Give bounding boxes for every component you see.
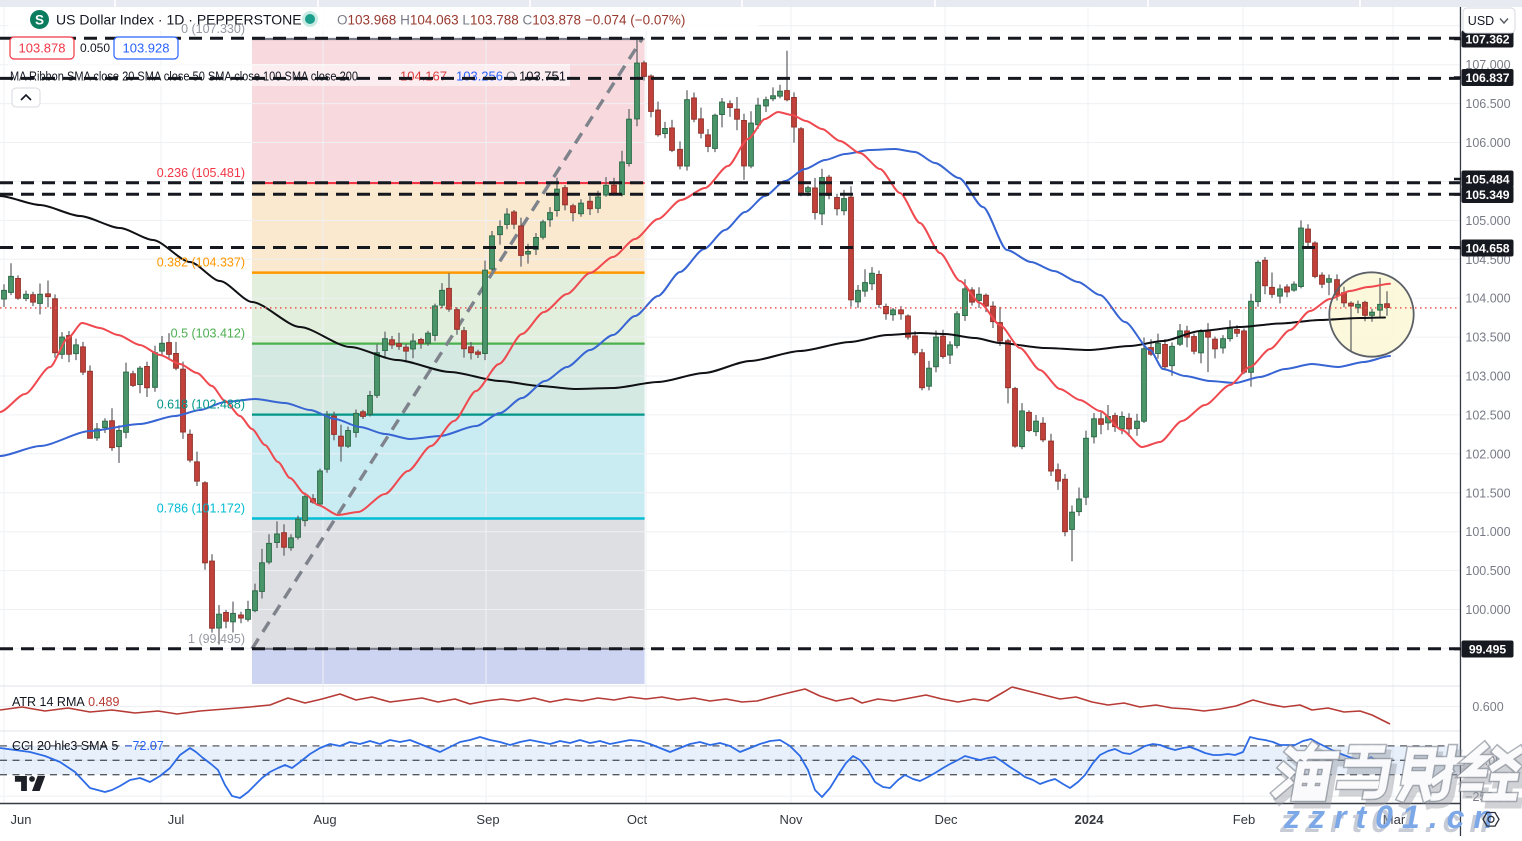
svg-text:O103.968 H104.063 L103.788 C10: O103.968 H104.063 L103.788 C103.878 −0.0… [337, 13, 685, 28]
svg-text:Sep: Sep [476, 812, 499, 827]
svg-text:105.484: 105.484 [1465, 173, 1509, 187]
svg-text:Jul: Jul [168, 812, 185, 827]
svg-text:Dec: Dec [934, 812, 958, 827]
svg-text:107.362: 107.362 [1465, 33, 1509, 47]
svg-text:104.000: 104.000 [1465, 292, 1510, 306]
svg-text:104.658: 104.658 [1465, 242, 1509, 256]
svg-text:1 (99.495): 1 (99.495) [188, 632, 245, 646]
svg-text:Aug: Aug [313, 812, 336, 827]
svg-text:S: S [35, 13, 44, 28]
svg-text:0.5 (103.412): 0.5 (103.412) [171, 327, 245, 341]
svg-text:102.000: 102.000 [1465, 447, 1510, 461]
svg-text:101.000: 101.000 [1465, 525, 1510, 539]
svg-text:103.000: 103.000 [1465, 370, 1510, 384]
svg-text:106.837: 106.837 [1465, 71, 1509, 85]
svg-text:ATR 14 RMA 0.489: ATR 14 RMA 0.489 [12, 695, 120, 709]
svg-text:0.236 (105.481): 0.236 (105.481) [157, 166, 245, 180]
svg-text:Feb: Feb [1233, 812, 1255, 827]
svg-text:MA Ribbon SMA close 20 SMA clo: MA Ribbon SMA close 20 SMA close 50 SMA … [10, 69, 358, 84]
svg-text:0.618 (102.488): 0.618 (102.488) [157, 398, 245, 412]
svg-text:0.050: 0.050 [80, 41, 110, 55]
svg-text:2024: 2024 [1075, 812, 1105, 827]
svg-text:103.500: 103.500 [1465, 331, 1510, 345]
svg-text:105.349: 105.349 [1465, 188, 1509, 202]
svg-text:USD: USD [1468, 14, 1494, 28]
svg-text:103.878: 103.878 [19, 41, 66, 56]
svg-text:0.786 (101.172): 0.786 (101.172) [157, 502, 245, 516]
svg-text:103.928: 103.928 [123, 41, 170, 56]
svg-text:US Dollar Index · 1D · PEPPERS: US Dollar Index · 1D · PEPPERSTONE [56, 12, 302, 28]
svg-text:106.500: 106.500 [1465, 97, 1510, 111]
svg-text:101.500: 101.500 [1465, 486, 1510, 500]
svg-text:Nov: Nov [779, 812, 803, 827]
svg-text:0.600: 0.600 [1472, 700, 1503, 714]
svg-text:0.382 (104.337): 0.382 (104.337) [157, 256, 245, 270]
svg-text:102.500: 102.500 [1465, 408, 1510, 422]
svg-text:99.495: 99.495 [1469, 643, 1506, 657]
svg-text:Oct: Oct [627, 812, 648, 827]
svg-text:Jun: Jun [11, 812, 32, 827]
svg-text:0 (107.330): 0 (107.330) [181, 22, 245, 36]
svg-text:CCI 20 hlc3 SMA 5 −72.07: CCI 20 hlc3 SMA 5 −72.07 [12, 739, 164, 753]
svg-text:100.000: 100.000 [1465, 603, 1510, 617]
svg-text:107.000: 107.000 [1465, 58, 1510, 72]
svg-text:Mar: Mar [1383, 812, 1406, 827]
svg-text:106.000: 106.000 [1465, 136, 1510, 150]
svg-text:105.000: 105.000 [1465, 214, 1510, 228]
svg-text:100.500: 100.500 [1465, 564, 1510, 578]
